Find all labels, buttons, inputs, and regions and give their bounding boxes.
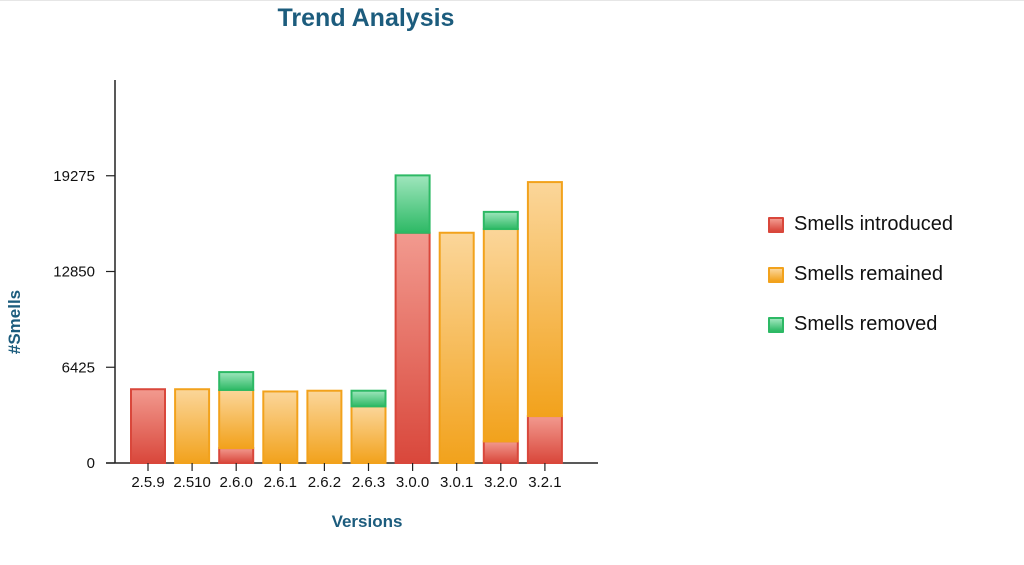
bar-segment <box>306 389 343 465</box>
bar-segment <box>394 174 431 234</box>
legend-item-introduced: Smells introduced <box>768 212 953 237</box>
bar-segment <box>482 440 519 465</box>
bar-segment <box>482 228 519 443</box>
bar-segment <box>218 388 255 450</box>
legend-swatch-removed <box>768 316 784 333</box>
x-tick-label: 3.0.0 <box>396 474 429 491</box>
bar-segment <box>130 388 166 464</box>
bar-segment <box>526 181 563 418</box>
x-tick-label: 3.2.0 <box>484 474 517 491</box>
legend-label: Smells removed <box>794 313 938 335</box>
bar-segment <box>482 210 519 231</box>
x-axis-label: Versions <box>332 512 403 531</box>
bar-segment <box>350 389 387 408</box>
x-tick-label: 2.6.1 <box>264 474 297 491</box>
legend-swatch-remained <box>768 266 784 283</box>
legend-item-remained: Smells remained <box>768 262 953 287</box>
legend-swatch-introduced <box>768 216 784 233</box>
bar-segment <box>218 371 255 391</box>
x-tick-label: 2.6.2 <box>308 474 341 491</box>
bar-segment <box>174 388 211 464</box>
y-tick-label: 0 <box>87 455 95 472</box>
y-tick-label: 6425 <box>62 359 95 376</box>
x-tick-label: 3.2.1 <box>528 474 561 491</box>
bar-segment <box>394 231 431 464</box>
legend-label: Smells introduced <box>794 213 953 235</box>
bar-segment <box>438 231 475 464</box>
legend-item-removed: Smells removed <box>768 312 953 337</box>
x-tick-label: 2.510 <box>173 474 211 491</box>
x-tick-label: 2.6.3 <box>352 474 385 491</box>
y-tick-label: 12850 <box>53 264 95 281</box>
bar-segment <box>262 390 299 464</box>
x-tick-label: 3.0.1 <box>440 474 473 491</box>
x-tick-label: 2.6.0 <box>220 474 253 491</box>
bar-segment <box>218 447 255 465</box>
bar-segment <box>350 405 387 465</box>
bar-segment <box>526 415 563 465</box>
top-border <box>0 0 1024 1</box>
x-tick-label: 2.5.9 <box>131 474 164 491</box>
legend-label: Smells remained <box>794 263 943 285</box>
y-tick-label: 19275 <box>53 168 95 185</box>
y-axis-label: #Smells <box>5 290 24 354</box>
chart-title: Trend Analysis <box>277 4 455 32</box>
legend: Smells introduced Smells remained Smells… <box>768 212 953 362</box>
